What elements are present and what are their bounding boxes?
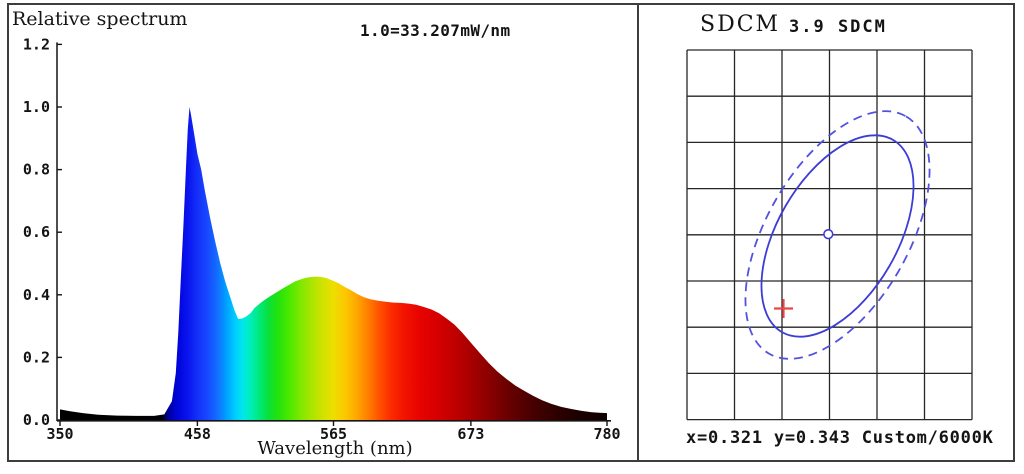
svg-text:458: 458 [184, 425, 211, 443]
spectrum-area [60, 107, 607, 420]
sdcm-value: 3.9 SDCM [789, 17, 887, 37]
wavelength-axis-label: Wavelength (nm) [257, 438, 413, 459]
panel-divider [637, 3, 639, 462]
spectrum-title: Relative spectrum [12, 8, 188, 30]
svg-text:1.0: 1.0 [23, 98, 50, 116]
svg-text:350: 350 [46, 425, 73, 443]
svg-text:673: 673 [457, 425, 484, 443]
svg-text:780: 780 [593, 425, 620, 443]
ellipse-center-marker [823, 229, 834, 240]
svg-text:0.6: 0.6 [23, 223, 50, 241]
svg-text:565: 565 [320, 425, 347, 443]
svg-text:0.0: 0.0 [23, 411, 50, 429]
svg-text:0.4: 0.4 [23, 286, 50, 304]
sdcm-ellipse-dashed [744, 110, 931, 360]
report-frame [7, 3, 1015, 462]
sdcm-ellipse-solid [760, 134, 915, 338]
sdcm-chart [686, 49, 973, 421]
svg-text:0.2: 0.2 [23, 348, 50, 366]
spectrum-chart: 0.0 0.2 0.4 0.6 0.8 1.0 1.2 350 458 565 673 780 [23, 35, 621, 443]
sdcm-title: SDCM [700, 12, 781, 37]
svg-text:0.8: 0.8 [23, 161, 50, 179]
chromaticity-readout: x=0.321 y=0.343 Custom/6000K [686, 428, 994, 448]
spectrum-scale-note: 1.0=33.207mW/nm [360, 21, 511, 40]
svg-text:1.2: 1.2 [23, 35, 50, 53]
